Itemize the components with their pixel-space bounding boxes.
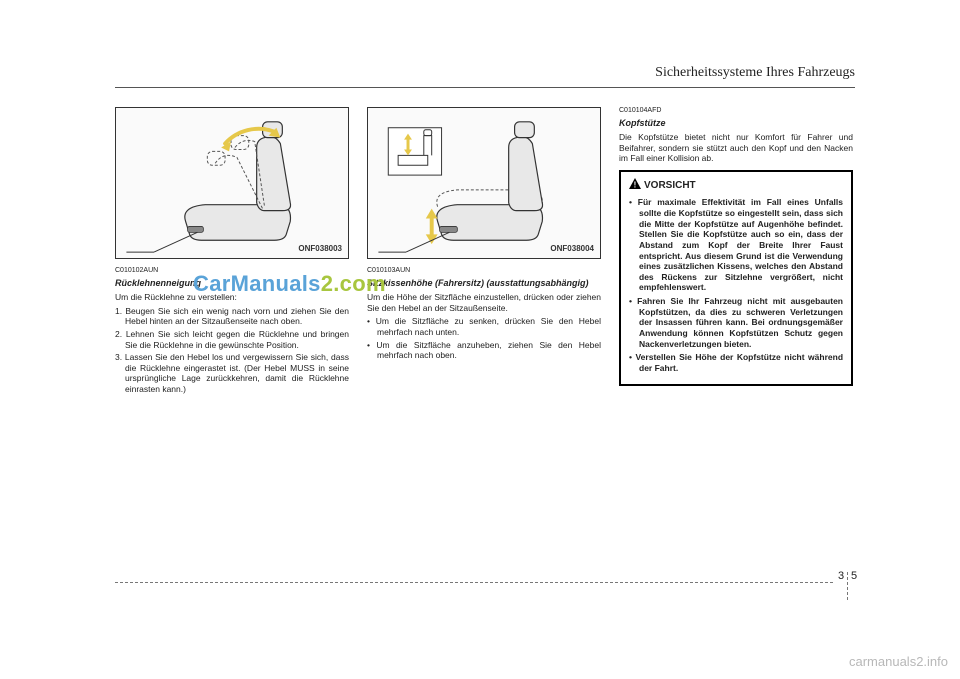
page-number-divider (847, 572, 848, 600)
caution-box: ! VORSICHT Für maximale Effektivität im … (619, 170, 853, 387)
page-number: 3 5 (833, 574, 863, 602)
code-2: C010103AUN (367, 267, 601, 276)
figure-label-2: ONF038004 (550, 244, 594, 254)
page-number-section: 3 (838, 570, 844, 582)
section-title: Sicherheitssysteme Ihres Fahrzeugs (655, 65, 855, 81)
figure-height: ONF038004 (367, 107, 601, 259)
column-1: ONF038003 C010102AUN Rücklehnenneigung U… (115, 107, 349, 397)
code-3: C010104AFD (619, 107, 853, 116)
caution-item: Verstellen Sie Höhe der Kopfstütze nicht… (629, 352, 843, 373)
intro-1: Um die Rücklehne zu verstellen: (115, 292, 349, 303)
caution-list: Für maximale Effektivität im Fall eines … (629, 197, 843, 373)
footer-watermark: carmanuals2.info (849, 654, 948, 669)
step-item: 1. Beugen Sie sich ein wenig nach vorn u… (115, 306, 349, 327)
column-3: C010104AFD Kopfstütze Die Kopfstütze bie… (619, 107, 853, 397)
column-2: ONF038004 C010103AUN Sitzkissenhöhe (Fah… (367, 107, 601, 397)
step-item: 2. Lehnen Sie sich leicht gegen die Rück… (115, 329, 349, 350)
code-1: C010102AUN (115, 267, 349, 276)
intro-3: Die Kopfstütze bietet nicht nur Komfort … (619, 132, 853, 164)
bullet-list: Um die Sitzfläche zu senken, drücken Sie… (367, 316, 601, 361)
content-area: Sicherheitssysteme Ihres Fahrzeugs (115, 65, 855, 595)
page-number-page: 5 (851, 570, 857, 582)
steps-list: 1. Beugen Sie sich ein wenig nach vorn u… (115, 306, 349, 395)
warning-icon: ! (629, 178, 641, 194)
step-item: 3. Lassen Sie den Hebel los und vergewis… (115, 352, 349, 395)
intro-2: Um die Höhe der Sitzfläche einzustellen,… (367, 292, 601, 313)
caution-item: Für maximale Effektivität im Fall eines … (629, 197, 843, 293)
figure-label-1: ONF038003 (298, 244, 342, 254)
subheading-3: Kopfstütze (619, 118, 853, 129)
seat-height-illustration (368, 108, 600, 258)
columns: ONF038003 C010102AUN Rücklehnenneigung U… (115, 107, 855, 397)
subheading-1: Rücklehnenneigung (115, 278, 349, 289)
caution-title-text: VORSICHT (644, 180, 696, 191)
bullet-item: Um die Sitzfläche anzuheben, ziehen Sie … (367, 340, 601, 361)
title-rule (115, 87, 855, 88)
bullet-item: Um die Sitzfläche zu senken, drücken Sie… (367, 316, 601, 337)
figure-recline: ONF038003 (115, 107, 349, 259)
caution-item: Fahren Sie Ihr Fahrzeug nicht mit ausgeb… (629, 296, 843, 349)
caution-title: ! VORSICHT (629, 178, 843, 194)
seat-recline-illustration (116, 108, 348, 258)
bottom-rule (115, 582, 833, 583)
svg-text:!: ! (634, 180, 637, 189)
subheading-2: Sitzkissenhöhe (Fahrersitz) (ausstattung… (367, 278, 601, 289)
page: Sicherheitssysteme Ihres Fahrzeugs (0, 0, 960, 679)
